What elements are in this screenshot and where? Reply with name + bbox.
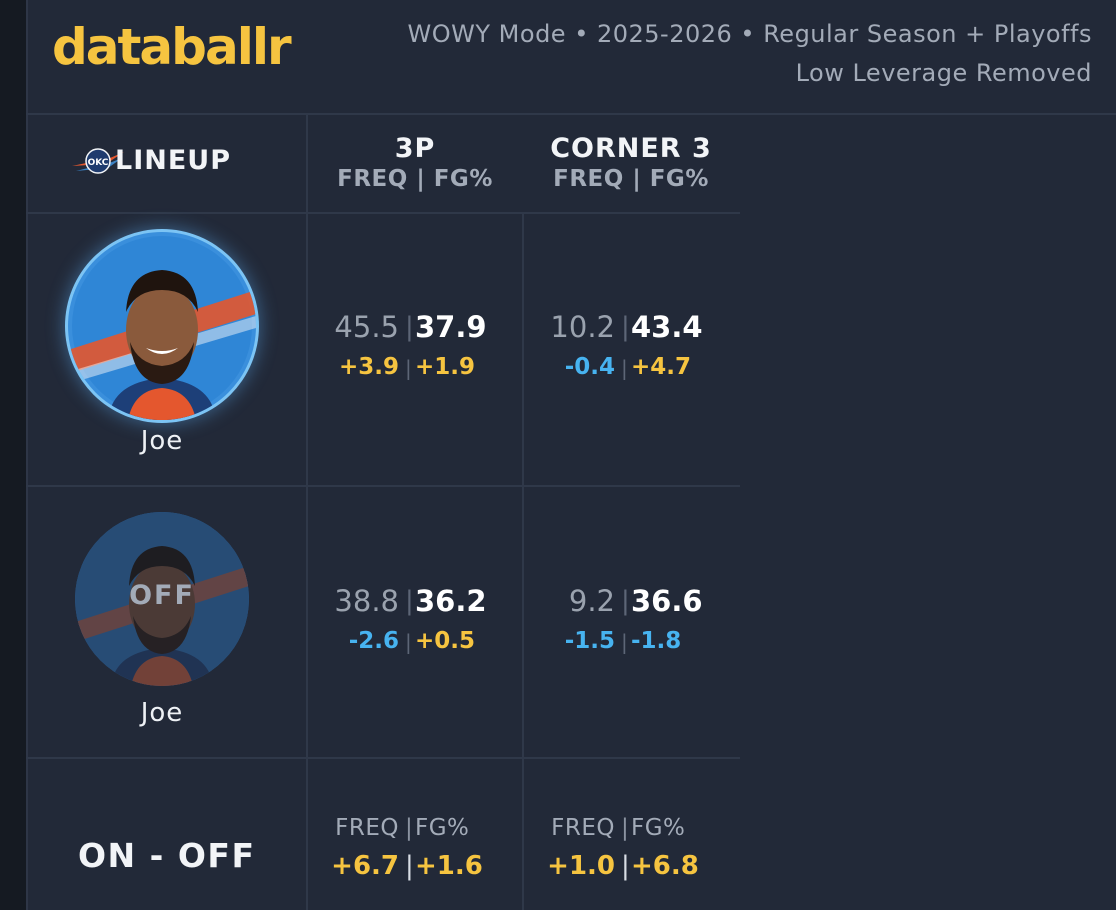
column-subtitle: FREQ | FG% bbox=[337, 166, 493, 192]
lineup-header: LINEUP bbox=[115, 145, 232, 176]
player-avatar-on[interactable] bbox=[68, 232, 256, 420]
fg-value: 37.9 bbox=[415, 310, 487, 344]
player-avatar-off[interactable]: OFF bbox=[75, 512, 249, 686]
fg-label: FG% bbox=[631, 815, 686, 841]
separator: | bbox=[621, 586, 630, 616]
separator: | bbox=[405, 851, 414, 881]
page-edge bbox=[0, 0, 26, 910]
fg-delta: -1.8 bbox=[631, 628, 682, 654]
separator: | bbox=[621, 630, 628, 654]
fg-value: 36.2 bbox=[415, 584, 487, 618]
fg-value: 36.6 bbox=[631, 584, 703, 618]
freq-delta: -0.4 bbox=[564, 354, 615, 380]
okc-team-logo: OKC bbox=[72, 148, 124, 174]
separator: | bbox=[405, 356, 412, 380]
freq-diff: +6.7 bbox=[331, 851, 399, 881]
freq-label: FREQ bbox=[551, 815, 615, 841]
separator: | bbox=[405, 586, 414, 616]
divider bbox=[26, 485, 740, 487]
freq-value: 9.2 bbox=[568, 584, 615, 618]
divider bbox=[522, 212, 524, 910]
freq-value: 38.8 bbox=[334, 584, 399, 618]
divider bbox=[306, 113, 308, 910]
column-header-corner3[interactable]: CORNER 3 FREQ | FG% bbox=[523, 133, 739, 192]
separator: | bbox=[621, 815, 630, 841]
freq-delta: +3.9 bbox=[338, 354, 399, 380]
separator: | bbox=[621, 851, 630, 881]
separator: | bbox=[405, 630, 412, 654]
separator: | bbox=[405, 312, 414, 342]
player-portrait-icon bbox=[68, 236, 256, 420]
separator: | bbox=[621, 312, 630, 342]
fg-delta: +4.7 bbox=[631, 354, 692, 380]
fg-diff: +1.6 bbox=[415, 851, 483, 881]
databallr-logo[interactable]: databallr bbox=[52, 18, 292, 76]
separator: | bbox=[621, 356, 628, 380]
freq-delta: -1.5 bbox=[564, 628, 615, 654]
mode-subtitle: WOWY Mode • 2025-2026 • Regular Season +… bbox=[407, 20, 1092, 48]
divider bbox=[26, 757, 740, 759]
fg-value: 43.4 bbox=[631, 310, 703, 344]
freq-diff: +1.0 bbox=[547, 851, 615, 881]
column-title: 3P bbox=[394, 133, 436, 164]
column-subtitle: FREQ | FG% bbox=[553, 166, 709, 192]
player-name: Joe bbox=[140, 426, 184, 456]
divider bbox=[26, 212, 740, 214]
on-off-label: ON - OFF bbox=[78, 836, 256, 875]
fg-delta: +0.5 bbox=[415, 628, 476, 654]
column-header-3p[interactable]: 3P FREQ | FG% bbox=[307, 133, 523, 192]
fg-delta: +1.9 bbox=[415, 354, 476, 380]
column-title: CORNER 3 bbox=[550, 133, 712, 164]
team-logo-text: OKC bbox=[88, 158, 109, 168]
freq-value: 45.5 bbox=[334, 310, 399, 344]
freq-delta: -2.6 bbox=[348, 628, 399, 654]
fg-diff: +6.8 bbox=[631, 851, 699, 881]
freq-label: FREQ bbox=[335, 815, 399, 841]
player-portrait-icon bbox=[75, 512, 249, 686]
divider bbox=[26, 113, 1116, 115]
leverage-subtitle: Low Leverage Removed bbox=[795, 59, 1092, 87]
freq-value: 10.2 bbox=[550, 310, 615, 344]
off-overlay-label: OFF bbox=[129, 580, 195, 611]
fg-label: FG% bbox=[415, 815, 470, 841]
separator: | bbox=[405, 815, 414, 841]
player-name: Joe bbox=[140, 698, 184, 728]
